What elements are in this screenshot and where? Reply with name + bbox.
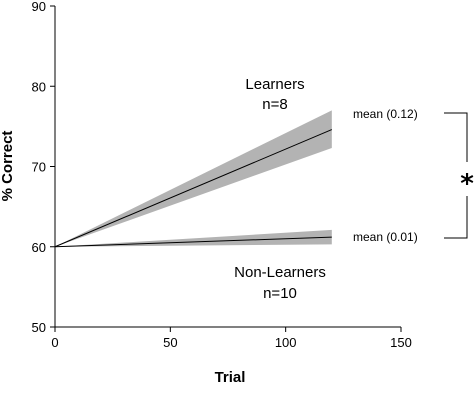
significance-bracket [444, 112, 468, 239]
tick-labels: 0 50 100 150 50 60 70 80 90 [32, 0, 412, 350]
learners-mean-label: mean (0.12) [353, 107, 418, 121]
significance-star: * [460, 169, 474, 199]
x-tick-label-150: 150 [390, 335, 412, 350]
x-axis-title: Trial [215, 369, 246, 386]
non-learners-mean-label: mean (0.01) [353, 230, 418, 244]
y-tick-label-80: 80 [32, 79, 46, 94]
non-learners-n-label: n=10 [263, 285, 297, 302]
y-tick-label-50: 50 [32, 320, 46, 335]
tick-marks [50, 5, 402, 332]
y-tick-label-90: 90 [32, 0, 46, 14]
learners-mean-line [54, 129, 332, 248]
y-tick-label-60: 60 [32, 240, 46, 255]
x-tick-label-100: 100 [275, 335, 297, 350]
learners-band [55, 110, 332, 247]
mean-lines [54, 129, 332, 248]
learners-n-label: n=8 [262, 96, 287, 113]
learners-label: Learners [245, 76, 304, 93]
non-learners-band [55, 229, 332, 247]
y-axis-title: % Correct [0, 131, 16, 202]
confidence-bands [55, 110, 332, 247]
x-tick-label-0: 0 [51, 335, 58, 350]
y-tick-label-70: 70 [32, 160, 46, 175]
non-learners-mean-line [54, 236, 332, 248]
x-tick-label-50: 50 [163, 335, 177, 350]
non-learners-label: Non-Learners [234, 264, 326, 281]
